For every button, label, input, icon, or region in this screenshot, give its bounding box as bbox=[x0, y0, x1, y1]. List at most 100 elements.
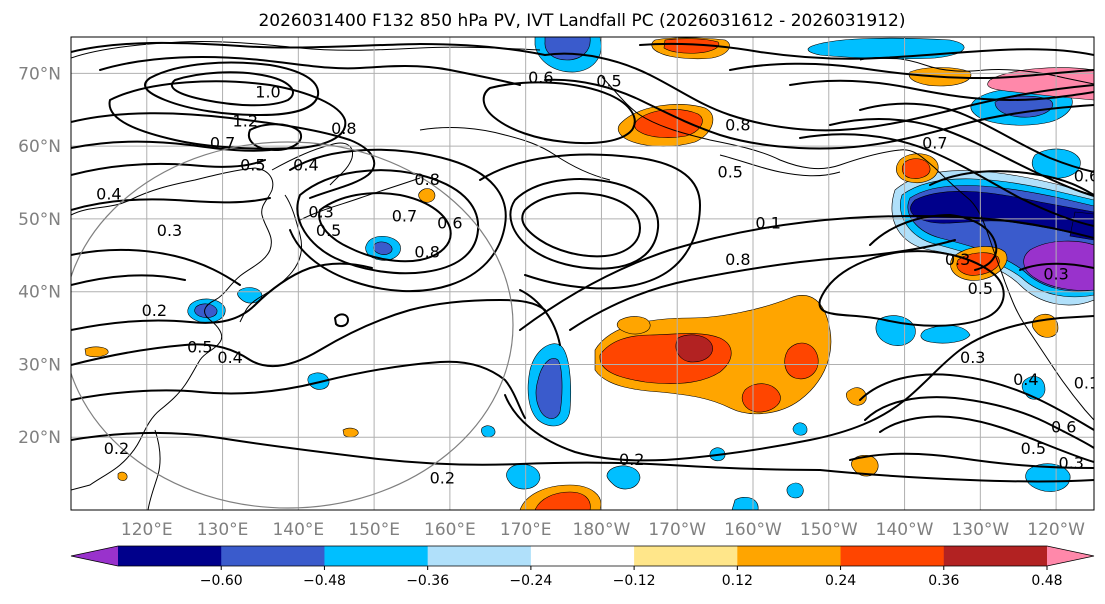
pv-contour-japan-2 bbox=[71, 299, 546, 368]
pv-contour-0-6-dateline bbox=[509, 178, 660, 270]
colorbar-tick-label: 0.12 bbox=[722, 573, 753, 589]
pv-contour-small-ring bbox=[334, 313, 349, 328]
colorbar bbox=[70, 545, 1095, 567]
pv-contour-0-7 bbox=[71, 112, 376, 199]
pv-contour-0-2-sea bbox=[71, 274, 186, 286]
north-america-west-coast bbox=[969, 199, 1094, 421]
pv-contour-1-0 bbox=[144, 61, 320, 116]
contour-label: 0.5 bbox=[1021, 439, 1046, 458]
pv-contour-bering-3 bbox=[544, 78, 1094, 150]
alaska-coastline bbox=[599, 74, 971, 201]
latitude-label: 40°N bbox=[18, 283, 61, 303]
contour-label: 0.3 bbox=[1043, 265, 1068, 284]
pv-contour-0-2-left bbox=[71, 248, 241, 286]
contour-label: 0.5 bbox=[240, 155, 265, 174]
pv-contour-1-2 bbox=[170, 71, 294, 107]
pv-contour-bering-1 bbox=[482, 81, 636, 145]
colorbar-tick-label: −0.36 bbox=[406, 573, 449, 589]
colorbar-extend-high bbox=[1047, 546, 1094, 566]
contour-label: 0.2 bbox=[430, 468, 455, 487]
colorbar-segment bbox=[737, 546, 842, 566]
longitude-label: 170°E bbox=[500, 520, 552, 540]
longitude-label: 140°W bbox=[876, 520, 934, 540]
colorbar-extend-low bbox=[71, 546, 118, 566]
pv-contour-south-1 bbox=[71, 360, 526, 419]
contour-labels: 1.01.2 0.80.70.5 0.40.6 0.50.40.30.20.30.50… bbox=[96, 68, 1099, 487]
colorbar-segment bbox=[943, 546, 1048, 566]
colorbar-segment bbox=[118, 546, 222, 566]
contour-label: 0.6 bbox=[437, 214, 462, 233]
colorbar-tick-label: 0.48 bbox=[1031, 573, 1062, 589]
colorbar-segment bbox=[634, 546, 738, 566]
contour-label: 0.5 bbox=[187, 337, 212, 356]
pv-contour-0-3-dateline-2 bbox=[519, 289, 561, 346]
pv-contour-0-3-east-loop bbox=[818, 250, 1005, 327]
colorbar-segment bbox=[840, 546, 945, 566]
colorbar-tick-label: 0.24 bbox=[825, 573, 856, 589]
contour-label: 0.6 bbox=[1074, 166, 1099, 185]
pv-contour-0-6-east-south bbox=[879, 415, 1094, 463]
colorbar-segment bbox=[530, 546, 635, 566]
contour-label: 0.5 bbox=[316, 221, 341, 240]
pv-contour-alaska-2 bbox=[829, 118, 1094, 197]
pv-contour-0-6-japan bbox=[296, 169, 480, 275]
longitude-label: 120°E bbox=[121, 520, 173, 540]
kamchatka-coastline bbox=[271, 142, 354, 186]
map-title: 2026031400 F132 850 hPa PV, IVT Landfall… bbox=[258, 11, 905, 31]
longitude-label: 140°E bbox=[272, 520, 324, 540]
contour-label: 0.3 bbox=[157, 221, 182, 240]
latitude-label: 70°N bbox=[18, 64, 61, 84]
longitude-labels: 120°E 130°E 140°E 150°E 160°E 170°E 180°W 170°W… bbox=[121, 520, 1085, 540]
pv-contour-0-3-ne bbox=[1019, 262, 1094, 271]
colorbar-tick-label: 0.36 bbox=[928, 573, 959, 589]
pv-contour-north-2 bbox=[99, 56, 521, 86]
latitude-label: 50°N bbox=[18, 210, 61, 230]
pv-contour-0-2-subtrop bbox=[504, 315, 1094, 462]
pv-contour-0-3-dateline bbox=[479, 153, 701, 290]
contour-label: 0.5 bbox=[718, 163, 743, 182]
pv-contour-0-4-east bbox=[859, 373, 1094, 431]
pv-contour-0-5-japan bbox=[289, 148, 507, 293]
pv-contour-0-4-left bbox=[71, 159, 266, 176]
colorbar-segment bbox=[427, 546, 532, 566]
colorbar-tick-label: −0.48 bbox=[303, 573, 346, 589]
kuril-islands bbox=[299, 177, 421, 221]
contour-label: 0.7 bbox=[922, 134, 947, 153]
longitude-label: 180°W bbox=[573, 520, 631, 540]
contour-label: 0.4 bbox=[96, 184, 121, 203]
pv-contour-arctic-3 bbox=[789, 79, 1094, 101]
contour-label: 0.1 bbox=[1074, 374, 1099, 393]
aleutian-islands bbox=[719, 154, 841, 177]
latitude-label: 20°N bbox=[18, 428, 61, 448]
contour-label: 0.2 bbox=[619, 450, 644, 469]
latitude-label: 30°N bbox=[18, 355, 61, 375]
pv-contour-0-5-east-south bbox=[864, 396, 1094, 449]
pv-contour-alaska-1 bbox=[859, 102, 1094, 173]
contour-label: 0.3 bbox=[945, 250, 970, 269]
longitude-label: 130°W bbox=[951, 520, 1009, 540]
contour-label: 0.5 bbox=[596, 72, 621, 91]
contour-label: 1.0 bbox=[255, 83, 280, 102]
latitude-labels: 70°N 60°N 50°N 40°N 30°N 20°N bbox=[18, 64, 61, 448]
pv-contour-arctic-1 bbox=[639, 42, 1094, 60]
pv-contour-0-6-far-east bbox=[929, 170, 1094, 196]
contour-label: 0.3 bbox=[1059, 454, 1084, 473]
colorbar-segment bbox=[324, 546, 429, 566]
longitude-label: 160°W bbox=[724, 520, 782, 540]
longitude-label: 150°E bbox=[348, 520, 400, 540]
contour-label: 0.3 bbox=[960, 348, 985, 367]
contour-label: 0.8 bbox=[725, 115, 750, 134]
pv-contour-north-1 bbox=[71, 41, 546, 56]
landfall-circle bbox=[71, 141, 514, 509]
contour-label: 0.4 bbox=[293, 155, 318, 174]
pv-contour-0-5-left bbox=[71, 140, 271, 152]
contour-label: 1.2 bbox=[233, 112, 258, 131]
contour-label: 0.2 bbox=[142, 301, 167, 320]
pv-contour-0-5-east bbox=[869, 214, 998, 271]
colorbar-segment bbox=[221, 546, 325, 566]
pv-contour-0-3-east-south bbox=[849, 452, 1094, 469]
contour-label: 0.3 bbox=[308, 203, 333, 222]
latitude-label: 60°N bbox=[18, 137, 61, 157]
asia-coastline bbox=[71, 167, 274, 491]
